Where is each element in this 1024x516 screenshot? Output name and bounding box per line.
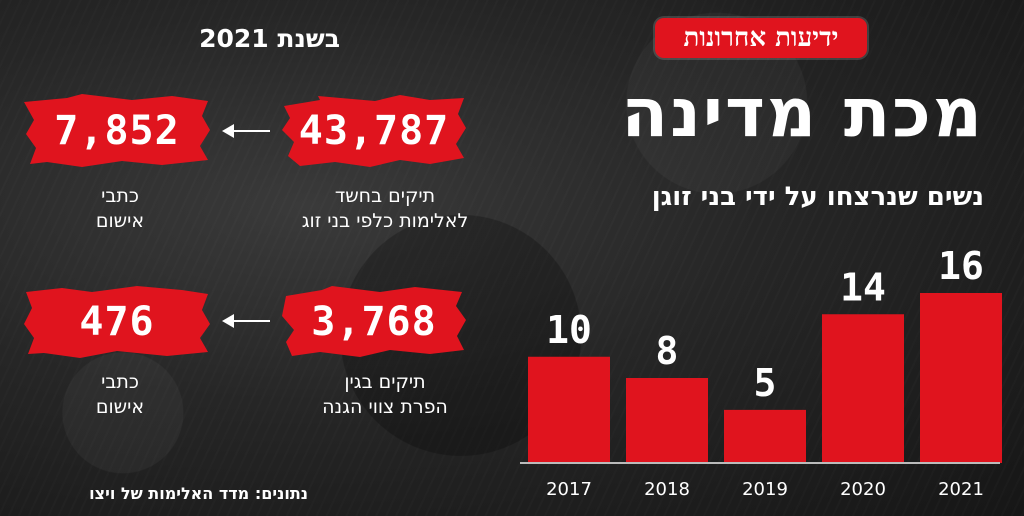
indictments-value: 7,852 [54, 108, 180, 154]
brush-stroke-shape [282, 95, 466, 167]
indictments-value: 476 [79, 299, 155, 345]
bar-2021 [920, 293, 1002, 463]
files-caption: תיקים בגין הפרת צווי הגנה [280, 370, 490, 420]
indictments-caption: כתבי אישום [50, 370, 190, 420]
caption-line: תיקים בגין [344, 371, 426, 393]
brush-stroke-shape [24, 286, 210, 358]
bar-2020 [822, 314, 904, 463]
caption-line: אישום [95, 210, 145, 232]
x-tick-label: 2019 [742, 479, 788, 500]
files-caption: תיקים בחשד לאלימות כלפי בני זוג [280, 184, 490, 234]
caption-line: הפרת צווי הגנה [322, 396, 448, 418]
logo-text: ידיעות אחרונות [683, 23, 839, 53]
x-tick-label: 2018 [644, 479, 690, 500]
x-tick-label: 2017 [546, 479, 592, 500]
bar-chart: 10 2017 8 2018 5 2019 14 2020 16 2021 [520, 244, 1002, 500]
year-title: בשנת 2021 [199, 24, 340, 53]
bar-2018 [626, 378, 708, 463]
files-value-badge: 43,787 [280, 92, 468, 170]
caption-line: כתבי [101, 371, 139, 393]
main-title: מכת מדינה [621, 74, 984, 153]
x-tick-label: 2020 [840, 479, 886, 500]
bar-2019 [724, 409, 806, 463]
newspaper-logo: ידיעות אחרונות [655, 18, 867, 58]
arrow-left-icon [222, 312, 272, 334]
files-value: 3,768 [311, 299, 437, 345]
bar-value-label: 8 [656, 329, 679, 373]
bar-value-label: 5 [754, 361, 777, 405]
caption-line: תיקים בחשד [334, 185, 436, 207]
x-tick-label: 2021 [938, 479, 984, 500]
indictments-value-badge: 476 [22, 284, 212, 360]
chart-title: נשים שנרצחו על ידי בני זוגן [651, 182, 984, 212]
bar-value-label: 16 [938, 244, 984, 288]
caption-line: אישום [95, 396, 145, 418]
caption-line: לאלימות כלפי בני זוג [301, 210, 469, 232]
indictments-value-badge: 7,852 [22, 92, 212, 170]
files-value: 43,787 [298, 108, 450, 154]
caption-line: כתבי [101, 185, 139, 207]
source-note: נתונים: מדד האלימות של ויצו [89, 484, 308, 503]
files-value-badge: 3,768 [280, 284, 468, 360]
brush-stroke-shape [24, 94, 210, 167]
bar-value-label: 14 [840, 265, 886, 309]
brush-stroke-shape [282, 286, 466, 357]
indictments-caption: כתבי אישום [50, 184, 190, 234]
bar-value-label: 10 [546, 308, 592, 352]
arrow-left-icon [222, 122, 272, 144]
bar-2017 [528, 356, 610, 463]
